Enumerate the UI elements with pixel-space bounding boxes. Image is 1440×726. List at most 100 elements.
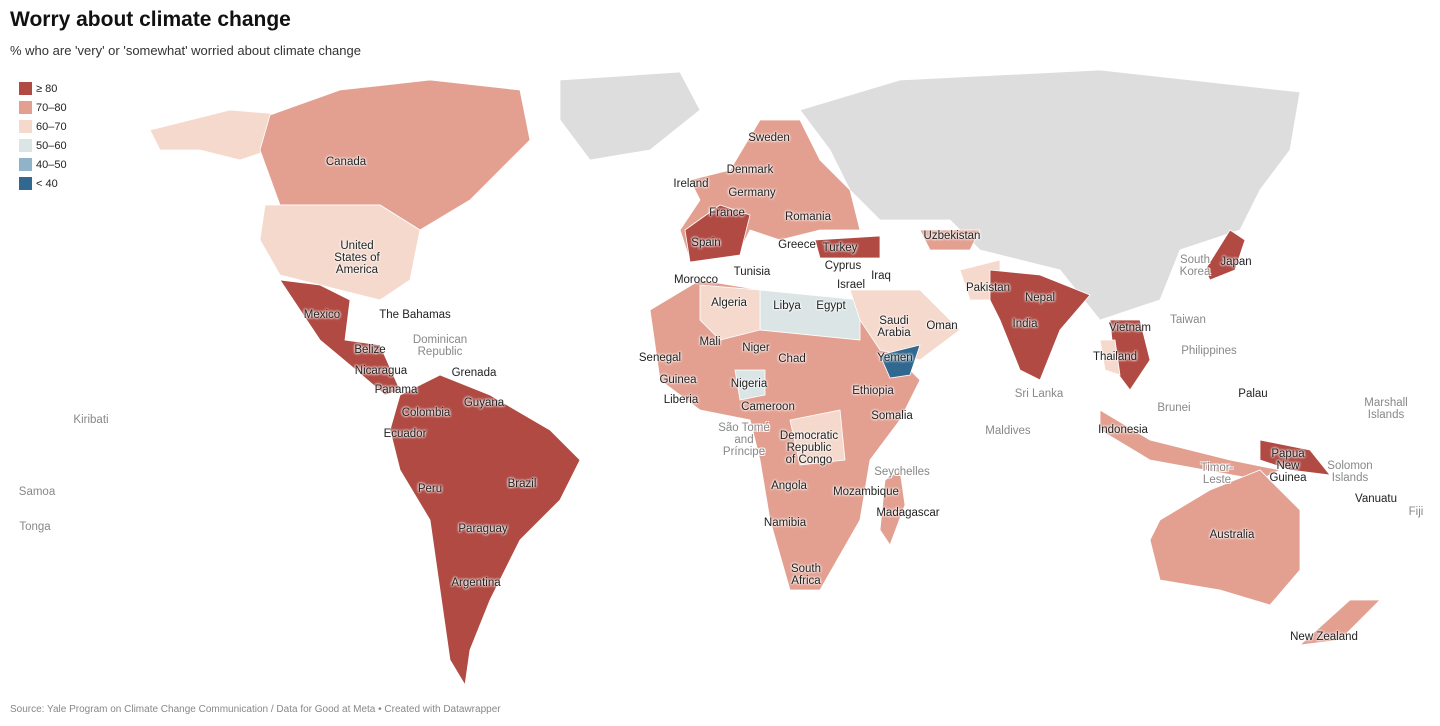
region-nigeria [734,369,766,401]
legend-label: 50–60 [36,139,67,152]
legend-item: < 40 [19,174,67,193]
region-turkey [814,235,881,259]
country-label: Marshall Islands [1364,397,1408,421]
country-label: São Tomé and Príncipe [718,422,770,458]
country-label: Indonesia [1098,424,1148,436]
country-label: South Korea [1179,254,1211,278]
country-label: Madagascar [876,507,940,519]
legend-swatch [19,177,32,190]
country-label: Papua New Guinea [1269,448,1307,484]
region-yemen [879,344,921,379]
country-label: Samoa [18,486,56,498]
country-label: Senegal [638,352,682,364]
country-label: Cameroon [741,401,795,413]
legend-swatch [19,158,32,171]
country-label: Mozambique [833,486,899,498]
country-label: Palau [1238,388,1268,400]
region-mexico-central-america [279,279,401,396]
country-label: Saudi Arabia [877,315,911,339]
country-label: Brazil [507,478,537,490]
country-label: Sweden [748,132,790,144]
country-label: Peru [417,483,443,495]
country-label: South Africa [790,563,822,587]
country-label: Tunisia [733,266,771,278]
country-label: Grenada [451,367,497,379]
country-label: Fiji [1408,506,1424,518]
country-label: The Bahamas [379,309,451,321]
country-label: Chad [778,353,806,365]
country-label: Libya [773,300,801,312]
country-label: Democratic Republic of Congo [779,430,839,466]
country-label: Seychelles [874,466,930,478]
region-alaska [149,109,291,161]
country-label: Panama [374,384,418,396]
country-label: Namibia [763,517,807,529]
legend-swatch [19,139,32,152]
legend-label: < 40 [36,177,58,190]
legend-swatch [19,101,32,114]
country-label: Germany [728,187,776,199]
country-label: Thailand [1092,351,1138,363]
country-label: Vietnam [1109,322,1151,334]
legend-swatch [19,120,32,133]
legend-item: 60–70 [19,117,67,136]
country-label: Turkey [822,242,858,254]
country-label: Vanuatu [1355,493,1397,505]
region-new-zealand [1298,599,1381,646]
country-label: Sri Lanka [1014,388,1064,400]
country-label: Denmark [726,164,774,176]
legend-label: 40–50 [36,158,67,171]
region-spain-france [684,204,751,263]
country-label: Guinea [659,374,697,386]
country-label: United States of America [334,240,380,276]
country-label: Australia [1209,529,1255,541]
country-label: Iraq [871,270,891,282]
region-japan [1204,229,1246,281]
region-russia-asia [799,69,1301,321]
legend-label: 60–70 [36,120,67,133]
country-label: Pakistan [965,282,1011,294]
country-label: Uzbekistan [923,230,981,242]
region-india [989,269,1091,381]
region-canada [259,79,531,231]
country-label: Liberia [663,394,699,406]
country-label: Oman [926,320,958,332]
country-label: Ireland [673,178,709,190]
country-label: Timor- Leste [1200,462,1234,486]
country-label: Nigeria [730,378,768,390]
country-label: Guyana [463,397,505,409]
region-uzbekistan [919,229,981,251]
region-drc [789,409,846,466]
country-label: Canada [325,156,367,168]
legend-item: 40–50 [19,155,67,174]
legend-label: ≥ 80 [36,82,58,95]
country-label: Japan [1220,256,1252,268]
country-label: Kiribati [73,414,109,426]
country-label: Greece [778,239,816,251]
legend-label: 70–80 [36,101,67,114]
country-label: Taiwan [1170,314,1206,326]
country-label: Maldives [985,425,1031,437]
country-label: Colombia [401,407,451,419]
region-australia [1149,469,1301,606]
country-label: Mali [699,336,721,348]
source-note: Source: Yale Program on Climate Change C… [10,704,501,715]
region-algeria [699,284,761,341]
country-label: New Zealand [1290,631,1358,643]
country-label: Mexico [303,309,341,321]
country-label: Yemen [877,352,913,364]
country-label: Algeria [711,297,747,309]
country-label: Nicaragua [354,365,408,377]
legend-item: ≥ 80 [19,79,67,98]
legend: ≥ 80 70–80 60–70 50–60 40–50 < 40 [19,79,67,193]
country-label: Belize [354,344,386,356]
country-label: Nepal [1024,292,1056,304]
country-label: Israel [836,279,866,291]
country-label: Dominican Republic [412,334,468,358]
country-label: Philippines [1181,345,1237,357]
country-label: Niger [742,342,770,354]
country-label: Morocco [673,274,719,286]
country-label: Brunei [1157,402,1191,414]
country-label: India [1012,318,1038,330]
region-thailand [1099,339,1121,376]
